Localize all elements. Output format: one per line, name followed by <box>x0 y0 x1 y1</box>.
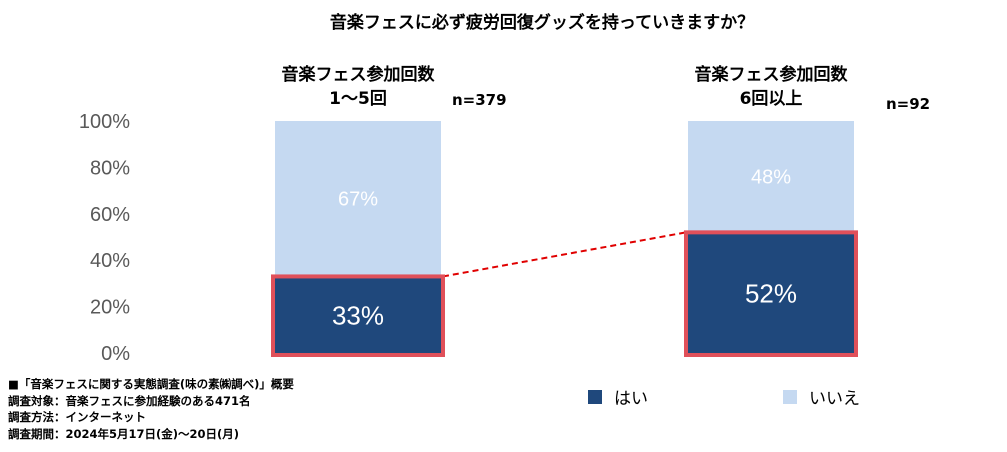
group-labels: 音楽フェス参加回数 1～5回 n=379 音楽フェス参加回数 6回以上 n=92 <box>282 64 931 113</box>
group-label-line: 音楽フェス参加回数 <box>695 64 849 85</box>
y-tick-label: 60% <box>90 204 130 226</box>
bars: 33% 67% 52% 48% <box>271 121 858 357</box>
highlight-outline <box>684 230 858 357</box>
notes-line-target: 調査対象：音楽フェスに参加経験のある471名 <box>8 393 251 408</box>
bar-value-label: 48% <box>751 167 791 189</box>
y-tick-label: 20% <box>90 297 130 319</box>
y-tick-label: 80% <box>90 157 130 179</box>
bar-value-label: 33% <box>332 301 384 331</box>
legend-swatch <box>783 390 797 404</box>
sample-size-label: n=92 <box>886 95 930 113</box>
group-label-line: 6回以上 <box>740 89 803 109</box>
bar-segment-yes <box>275 276 441 353</box>
comparison-connector <box>442 231 687 278</box>
bar-value-label: 67% <box>338 189 378 211</box>
legend-label: はい <box>614 389 648 409</box>
sample-size-label: n=379 <box>452 91 507 109</box>
legend: はい いいえ <box>588 389 860 409</box>
legend-label: いいえ <box>809 389 860 409</box>
y-axis-ticks: 0% 20% 40% 60% 80% 100% <box>79 111 130 365</box>
notes-line-period: 調査期間：2024年5月17日(金)～20日(月) <box>8 426 240 441</box>
group-label-line: 音楽フェス参加回数 <box>282 64 436 85</box>
notes-line-heading: ■「音楽フェスに関する実態調査(味の素㈱調べ)」概要 <box>8 377 294 391</box>
y-tick-label: 100% <box>79 111 130 133</box>
notes-line-method: 調査方法：インターネット <box>8 410 146 424</box>
y-tick-label: 40% <box>90 250 130 272</box>
bar-segment-yes <box>688 232 854 353</box>
bar-segment-no <box>275 121 441 277</box>
group-label-line: 1～5回 <box>329 89 387 109</box>
highlight-outline <box>271 274 445 357</box>
bar-segment-no <box>688 121 854 233</box>
y-tick-label: 0% <box>101 343 130 365</box>
survey-notes: ■「音楽フェスに関する実態調査(味の素㈱調べ)」概要 調査対象：音楽フェスに参加… <box>8 376 294 442</box>
bar-value-label: 52% <box>745 279 797 309</box>
chart-title: 音楽フェスに必ず疲労回復グッズを持っていきますか？ <box>330 12 754 33</box>
legend-swatch <box>588 390 602 404</box>
